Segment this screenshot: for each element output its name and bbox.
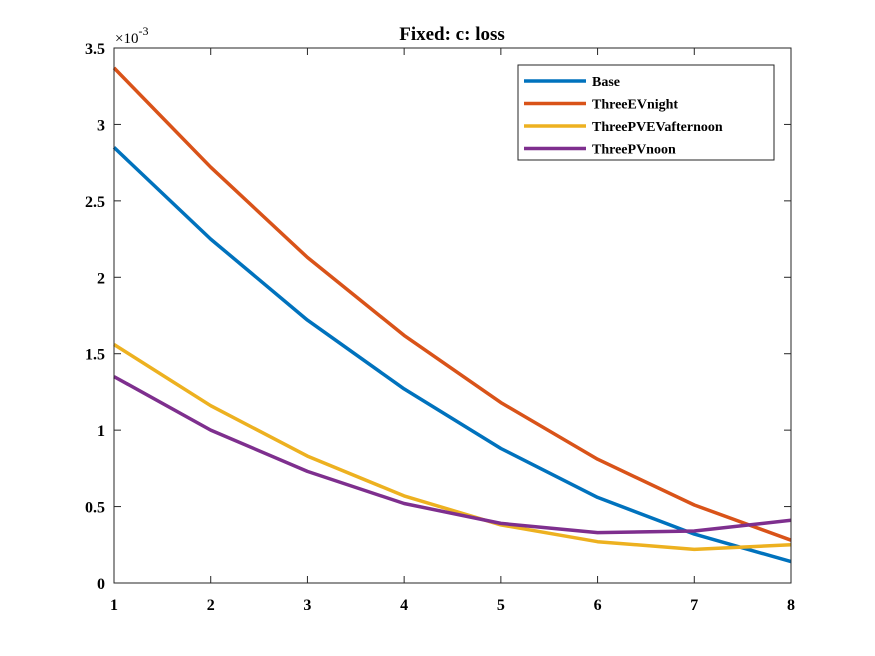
legend-label: Base: [592, 75, 620, 90]
x-tick-label: 7: [690, 597, 698, 614]
axes-box: [113, 47, 792, 584]
y-tick-label: 0: [97, 576, 105, 593]
x-tick-label: 4: [400, 597, 408, 614]
y-tick-label: 3: [97, 117, 105, 134]
series-lines: [112, 66, 792, 564]
axis-ticks: 1 2 3 4 5 6 7 8 0 0.5 1 1.5 2 2.5 3 3.5: [85, 41, 795, 614]
x-tick-label: 6: [594, 597, 602, 614]
exponent-power: -3: [138, 24, 148, 38]
series-line-base: [112, 146, 792, 564]
svg-text:×10-3: ×10-3: [115, 24, 148, 47]
series-line-threeevnight: [112, 66, 792, 542]
x-tick-label: 5: [497, 597, 505, 614]
legend-label: ThreePVnoon: [592, 143, 676, 158]
legend-label: ThreeEVnight: [592, 98, 678, 113]
y-tick-label: 1.5: [85, 347, 105, 364]
x-tick-label: 1: [110, 597, 118, 614]
y-tick-label: 0.5: [85, 500, 105, 517]
x-tick-label: 3: [303, 597, 311, 614]
legend: Base ThreeEVnight ThreePVEVafternoon ThreeP…: [517, 64, 775, 161]
legend-label: ThreePVEVafternoon: [592, 120, 723, 135]
y-tick-label: 2: [97, 270, 105, 287]
chart-title: Fixed: c: loss: [399, 24, 505, 45]
y-tick-label: 3.5: [85, 41, 105, 58]
series-line-threepvnoon: [113, 375, 792, 535]
series-line-threepvevafternoon: [113, 343, 792, 552]
y-tick-label: 1: [97, 423, 105, 440]
exponent-base: ×10: [115, 31, 138, 47]
y-tick-label: 2.5: [85, 194, 105, 211]
x-tick-label: 2: [207, 597, 215, 614]
x-tick-label: 8: [787, 597, 795, 614]
y-axis-exponent: ×10-3: [115, 24, 148, 47]
